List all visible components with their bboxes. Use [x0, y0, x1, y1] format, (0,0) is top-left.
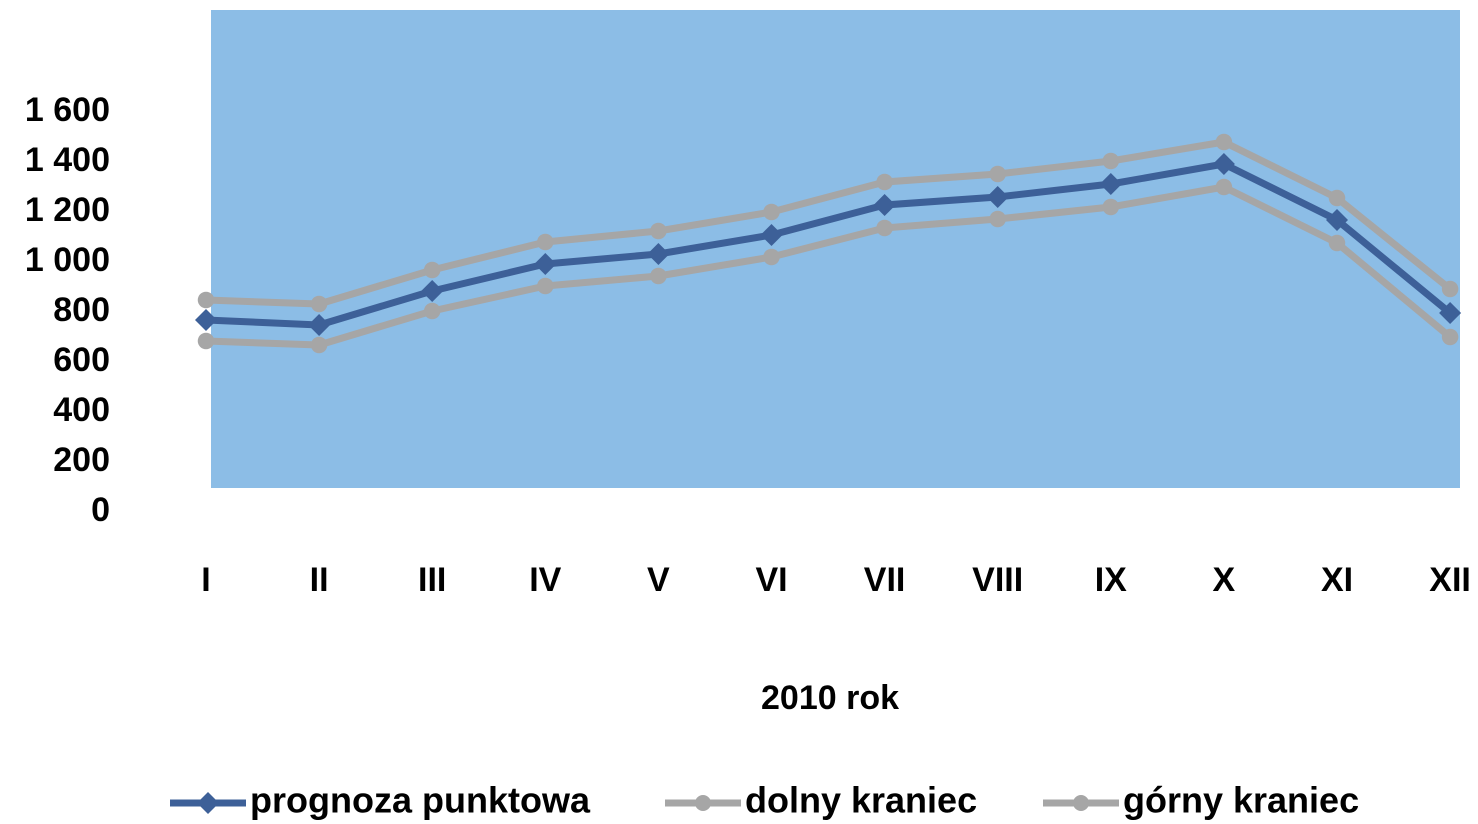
marker: [1328, 234, 1346, 252]
marker: [1215, 178, 1233, 196]
marker: [1099, 173, 1122, 195]
marker: [763, 203, 780, 221]
marker: [195, 309, 217, 331]
marker: [1439, 302, 1462, 324]
series-line: [205, 138, 1453, 308]
marker: [989, 165, 1006, 183]
series-line: [205, 160, 1453, 329]
x-axis-title: 2010 rok: [761, 679, 899, 717]
y-tick-label: 600: [53, 341, 110, 379]
marker: [650, 222, 667, 240]
x-tick-label: V: [647, 561, 670, 599]
marker: [421, 280, 444, 302]
y-tick-label: 0: [91, 491, 110, 529]
plot-area: [211, 10, 1460, 488]
x-tick-label: VII: [864, 561, 906, 599]
marker: [1212, 153, 1235, 175]
marker: [310, 295, 328, 313]
marker: [763, 248, 780, 266]
marker: [534, 253, 557, 275]
x-tick-label: VIII: [972, 561, 1023, 599]
marker: [989, 210, 1006, 228]
marker: [1441, 328, 1459, 346]
x-tick-label: XI: [1321, 561, 1353, 599]
x-tick-label: IV: [529, 561, 561, 599]
y-tick-label: 800: [53, 291, 110, 329]
y-tick-label: 1 400: [25, 141, 110, 179]
marker: [650, 267, 667, 285]
marker: [760, 224, 783, 246]
marker: [197, 332, 215, 350]
legend-marker: [197, 792, 219, 814]
x-tick-label: II: [310, 561, 329, 599]
marker: [986, 186, 1009, 208]
legend-label: prognoza punktowa: [250, 780, 591, 821]
marker: [310, 336, 328, 354]
marker: [1215, 133, 1233, 151]
marker: [1441, 280, 1459, 298]
marker: [1102, 152, 1120, 170]
legend-label: górny kraniec: [1123, 780, 1359, 821]
y-tick-label: 200: [53, 441, 110, 479]
x-tick-label: III: [418, 561, 446, 599]
marker: [1328, 189, 1346, 207]
marker: [308, 314, 331, 336]
marker: [197, 291, 215, 309]
marker: [876, 219, 893, 237]
y-tick-label: 1 600: [25, 91, 110, 129]
marker: [873, 194, 896, 216]
y-tick-label: 400: [53, 391, 110, 429]
x-tick-label: IX: [1095, 561, 1127, 599]
y-tick-label: 1 000: [25, 241, 110, 279]
marker: [537, 277, 554, 295]
marker: [647, 243, 670, 265]
marker: [1102, 198, 1120, 216]
marker: [423, 302, 441, 320]
y-tick-label: 1 200: [25, 191, 110, 229]
x-tick-label: X: [1213, 561, 1236, 599]
x-tick-label: I: [201, 561, 210, 599]
x-tick-label: VI: [755, 561, 787, 599]
marker: [876, 173, 893, 191]
legend-label: dolny kraniec: [745, 780, 977, 821]
x-tick-label: XII: [1429, 561, 1471, 599]
legend-marker: [695, 795, 711, 811]
marker: [1326, 209, 1348, 231]
marker: [537, 233, 554, 251]
marker: [423, 261, 441, 279]
series-line: [205, 183, 1453, 349]
legend-marker: [1073, 795, 1089, 811]
